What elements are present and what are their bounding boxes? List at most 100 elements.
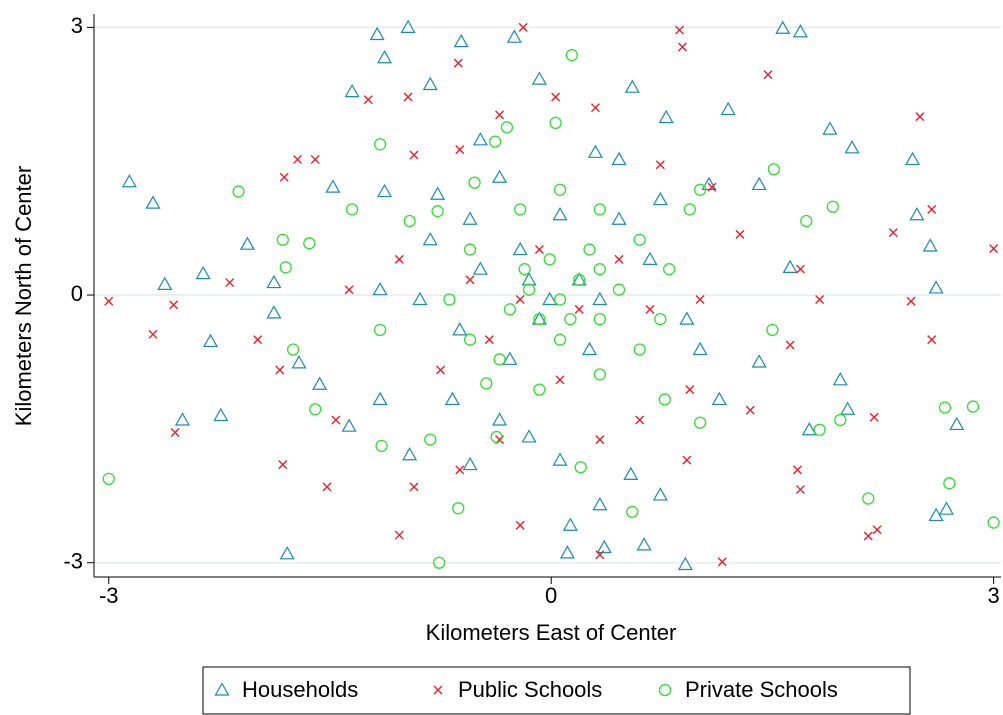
point (279, 261, 292, 274)
legend-marker (214, 682, 230, 696)
point (767, 163, 781, 176)
point (121, 174, 137, 188)
point (463, 333, 477, 346)
point (275, 365, 285, 375)
point (801, 422, 817, 436)
point (309, 403, 322, 416)
point (592, 291, 608, 306)
point (394, 254, 404, 264)
point (645, 304, 655, 314)
point (844, 140, 860, 154)
point (989, 244, 999, 254)
point (795, 264, 805, 274)
point (635, 415, 645, 425)
point (500, 121, 514, 134)
point (906, 296, 916, 306)
point (394, 530, 404, 540)
point (559, 545, 575, 559)
point (922, 238, 938, 252)
point (312, 376, 328, 390)
point (596, 539, 612, 554)
point (543, 253, 556, 266)
legend-box (202, 666, 911, 715)
point (552, 207, 568, 221)
point (453, 33, 469, 48)
point (512, 241, 528, 256)
x-axis-title: Kilometers East of Center (426, 620, 677, 645)
point (465, 275, 475, 285)
point (717, 557, 727, 567)
point (468, 176, 481, 189)
legend-label: Households (242, 677, 358, 702)
point (612, 283, 626, 296)
point (279, 172, 289, 182)
point (815, 295, 825, 305)
point (377, 50, 393, 64)
point (363, 95, 373, 105)
point (422, 76, 438, 91)
point (444, 391, 460, 406)
point (303, 237, 316, 250)
point (595, 550, 605, 560)
point (583, 243, 596, 256)
point (443, 293, 456, 306)
point (169, 300, 179, 310)
point (552, 452, 568, 466)
point (232, 185, 245, 198)
point (785, 340, 795, 350)
point (502, 351, 518, 365)
x-tick-label: -3 (99, 583, 119, 608)
point (593, 203, 607, 216)
point (685, 385, 695, 395)
point (239, 236, 255, 250)
point (888, 228, 898, 238)
point (345, 203, 359, 216)
point (565, 48, 578, 62)
point (553, 183, 567, 196)
point (432, 556, 446, 569)
point (202, 333, 219, 348)
point (266, 305, 282, 319)
point (553, 293, 567, 306)
point (409, 482, 419, 492)
point (674, 25, 684, 35)
point (595, 435, 605, 445)
point (518, 22, 528, 32)
point (455, 145, 465, 155)
point (642, 251, 658, 265)
point (452, 502, 465, 515)
point (431, 205, 444, 218)
point (909, 207, 925, 221)
point (403, 214, 416, 228)
point (322, 482, 332, 492)
point (377, 183, 393, 198)
point (562, 517, 578, 531)
point (369, 26, 385, 41)
point (720, 101, 736, 116)
point (266, 274, 282, 289)
point (677, 42, 687, 52)
point (372, 281, 388, 296)
point (344, 83, 360, 98)
point (293, 154, 303, 164)
point (693, 416, 707, 429)
point (472, 261, 488, 275)
point (534, 245, 544, 255)
point (582, 341, 598, 356)
point (286, 343, 300, 356)
point (624, 79, 640, 93)
point (452, 322, 468, 336)
point (564, 312, 577, 326)
point (276, 233, 289, 246)
point (792, 24, 808, 38)
point (341, 418, 357, 432)
point (862, 492, 875, 505)
point (707, 182, 717, 192)
point (453, 58, 463, 68)
point (692, 341, 708, 356)
point (495, 110, 505, 120)
point (104, 296, 114, 306)
point (683, 203, 696, 216)
point (693, 183, 707, 196)
